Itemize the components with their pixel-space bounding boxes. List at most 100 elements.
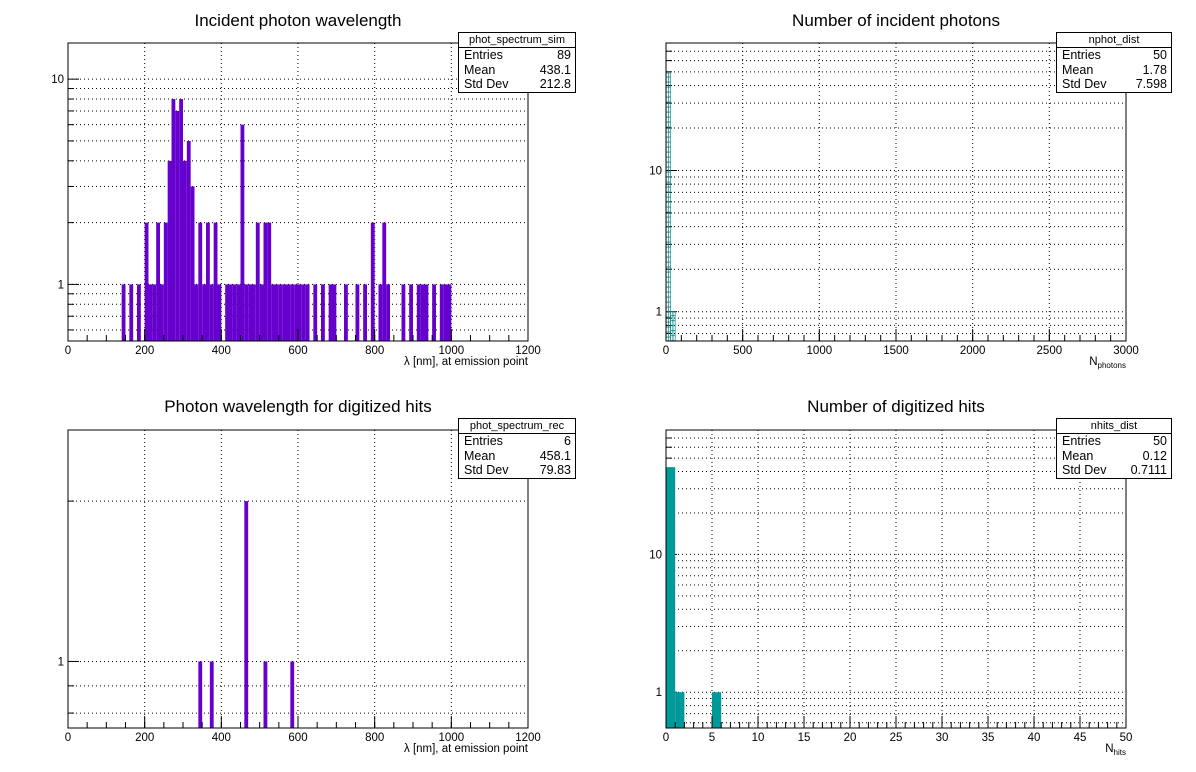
stats-stddev-value: 212.8 [539, 77, 571, 91]
chart-panel-2: Number of incident photons 0 500 1000 1500 20… [649, 11, 1139, 370]
bar [424, 284, 429, 341]
bar [232, 284, 237, 341]
stats-box-title: phot_spectrum_rec [459, 419, 575, 434]
stats-mean-value: 0.12 [1142, 448, 1167, 463]
bar [217, 284, 222, 341]
bar [209, 284, 214, 341]
bar [202, 284, 206, 341]
x-tick-label: 2000 [960, 345, 986, 357]
x-tick-label: 0 [65, 345, 71, 357]
x-tick-label: 40 [1028, 732, 1041, 744]
bar [183, 160, 187, 341]
bar [712, 692, 722, 728]
chart-panel-3: Photon wavelength for digitized hits 0 200… [58, 397, 541, 755]
x-tick-label: 1000 [439, 732, 465, 744]
x-tick-label: 25 [890, 732, 903, 744]
bar [156, 222, 160, 341]
bar [301, 284, 306, 341]
stats-entries-label: Entries [1062, 48, 1101, 62]
bar [160, 284, 164, 341]
bar [416, 284, 421, 341]
bar [144, 222, 149, 341]
x-tick-label: 0 [663, 345, 669, 357]
bar [666, 467, 676, 728]
chart-panel-4: Number of digitized hits 0 5 10 15 20 25 30 35 40… [649, 397, 1132, 757]
bar [363, 284, 367, 341]
stats-entries-value: 50 [1153, 48, 1167, 62]
x-tick-label: 10 [752, 732, 765, 744]
bar [286, 284, 291, 341]
bar [439, 284, 444, 341]
x-tick-label: 1000 [807, 345, 833, 357]
bar [121, 284, 126, 341]
chart-title: Incident photon wavelength [195, 11, 402, 30]
bar [447, 284, 452, 341]
stats-entries-value: 6 [564, 434, 571, 448]
bar [267, 222, 272, 341]
bar [409, 284, 413, 341]
x-axis-label: Nhits [1105, 743, 1126, 757]
bar [290, 284, 295, 341]
x-axis-label-main: N [1089, 356, 1097, 368]
chart-title: Number of digitized hits [807, 397, 985, 416]
x-axis-label-subscript: photons [1098, 361, 1126, 370]
stats-stddev-label: Std Dev [464, 77, 509, 91]
y-tick-label: 10 [51, 74, 64, 86]
x-tick-label: 50 [1120, 732, 1133, 744]
bar [420, 284, 425, 341]
x-axis-label: λ [nm], at emission point [404, 356, 529, 368]
stats-box-nphot-dist: nphot_dist Entries 50 Mean 1.78 Std Dev 7.5… [1056, 32, 1172, 93]
bar [240, 124, 245, 341]
chart-title: Photon wavelength for digitized hits [164, 397, 431, 416]
x-axis-label-main: N [1105, 743, 1113, 755]
bar [332, 284, 337, 341]
y-tick-label: 10 [649, 549, 662, 561]
bar [229, 284, 233, 341]
stats-stddev-label: Std Dev [1062, 77, 1107, 91]
bar [179, 99, 183, 341]
bar [271, 284, 275, 341]
bar [209, 661, 214, 728]
x-tick-label: 45 [1074, 732, 1087, 744]
bar [137, 284, 141, 341]
bar [290, 661, 295, 728]
chart-title: Number of incident photons [792, 11, 1000, 30]
bar [275, 284, 279, 341]
bar [167, 160, 172, 341]
chart-panel-1: Incident photon wavelength 0 200 400 600 800 1… [51, 11, 541, 368]
x-tick-label: 400 [212, 345, 231, 357]
bar [378, 284, 383, 341]
bar [259, 284, 264, 341]
stats-entries-value: 50 [1153, 434, 1167, 448]
bar [190, 186, 195, 341]
stats-mean-label: Mean [1062, 448, 1094, 463]
stats-mean-label: Mean [1062, 62, 1094, 77]
bar [225, 284, 229, 341]
bar [236, 284, 241, 341]
x-tick-label: 600 [288, 345, 307, 357]
y-tick-label: 1 [656, 307, 662, 319]
bar [263, 222, 268, 341]
y-tick-label: 1 [656, 687, 662, 699]
stats-stddev-label: Std Dev [1062, 463, 1107, 477]
bar [382, 222, 387, 341]
bar [305, 284, 310, 341]
bar [321, 284, 325, 341]
x-axis-label: λ [nm], at emission point [404, 743, 529, 755]
bar [401, 284, 406, 341]
stats-entries-value: 89 [557, 48, 571, 62]
x-tick-label: 2500 [1037, 345, 1063, 357]
stats-box-title: nhits_dist [1057, 419, 1171, 434]
x-tick-label: 20 [844, 732, 857, 744]
bar [252, 284, 256, 341]
x-tick-label: 1200 [515, 345, 541, 357]
stats-entries-label: Entries [464, 434, 503, 448]
x-tick-label: 5 [709, 732, 715, 744]
y-tick-label: 1 [58, 279, 64, 291]
x-tick-label: 400 [212, 732, 231, 744]
bar [298, 284, 302, 341]
stats-stddev-value: 0.7111 [1130, 463, 1167, 477]
bar [328, 284, 333, 341]
bar [248, 284, 252, 341]
stats-mean-value: 438.1 [539, 62, 571, 77]
